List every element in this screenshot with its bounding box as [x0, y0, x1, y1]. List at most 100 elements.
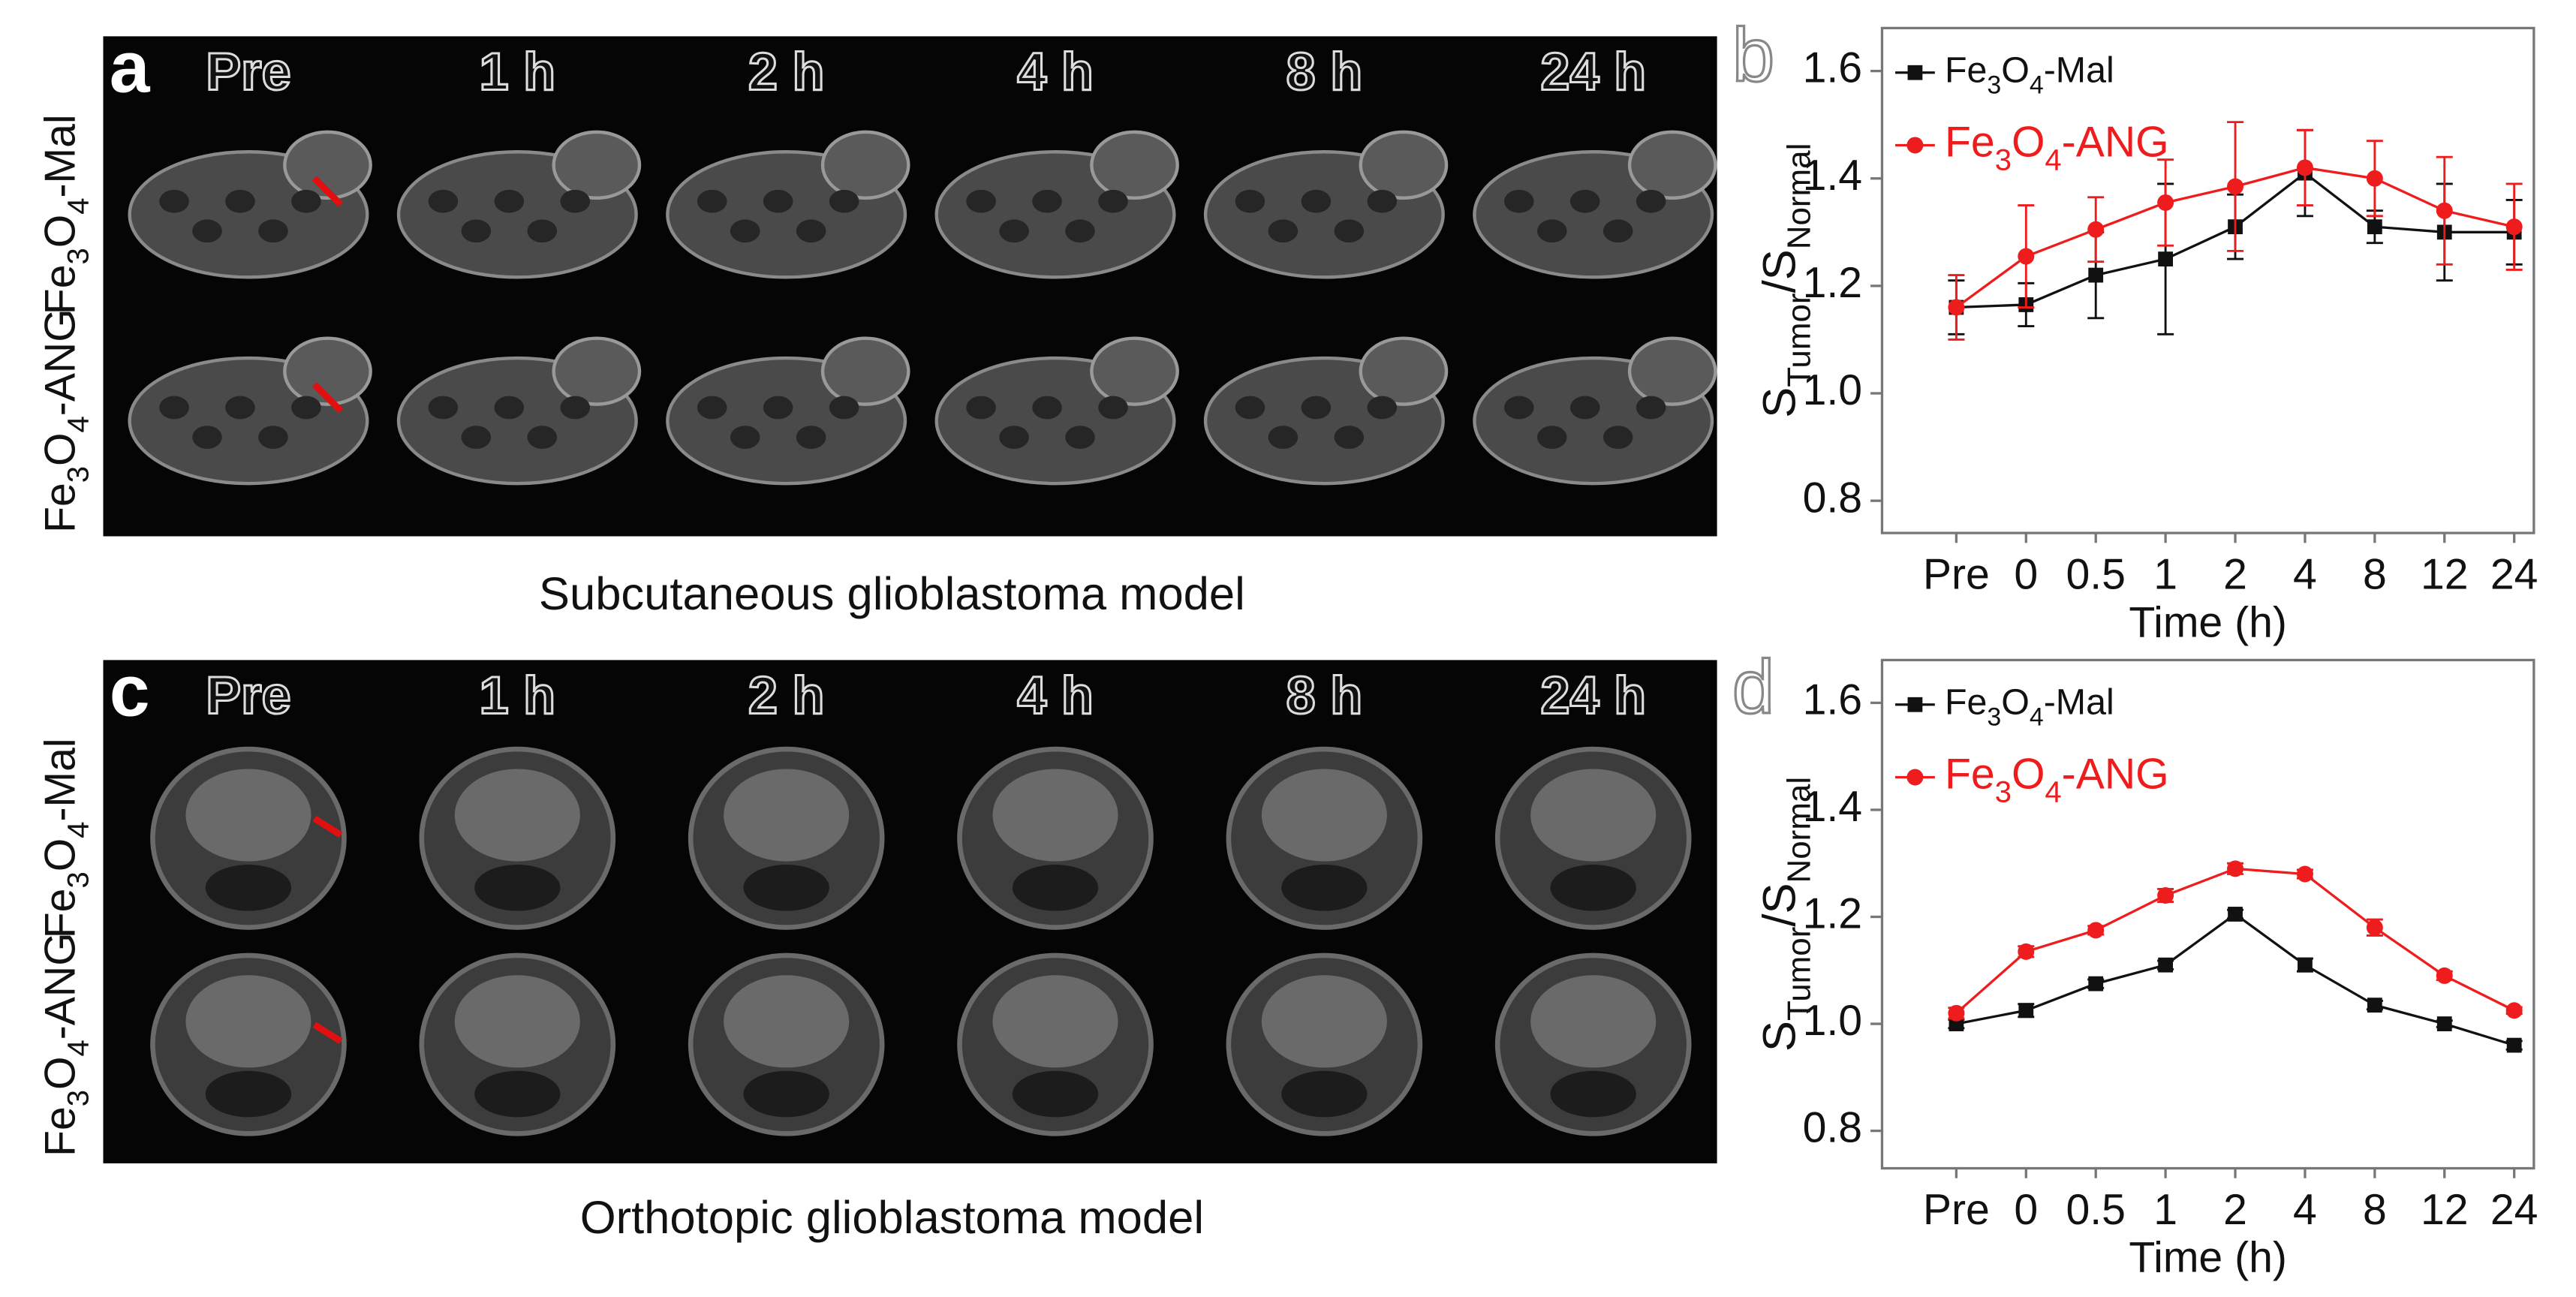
x-tick-label: 2 — [2223, 1186, 2247, 1234]
x-tick-label: 1 — [2153, 1186, 2177, 1234]
mri-tumor — [283, 130, 372, 200]
y-tick-label: 1.0 — [1803, 997, 1862, 1045]
marker — [2298, 957, 2313, 973]
mri-tumor — [552, 130, 642, 200]
marker — [2506, 1037, 2522, 1053]
mri-organ — [192, 219, 222, 243]
mri-jaw — [1012, 865, 1099, 911]
mri-tumor — [1090, 130, 1179, 200]
mri-panel — [103, 36, 1717, 537]
marker — [2436, 202, 2453, 219]
mri-organ — [1569, 189, 1600, 213]
y-tick-label: 0.8 — [1803, 1104, 1862, 1152]
mri-jaw — [474, 1070, 561, 1118]
mri-organ — [461, 426, 492, 449]
marker — [2018, 1003, 2034, 1019]
column-label: 24 h — [1540, 42, 1646, 101]
legend-marker — [1906, 137, 1924, 154]
y-tick-label: 1.4 — [1803, 783, 1862, 831]
mri-organ — [1098, 189, 1128, 213]
arrow — [311, 176, 344, 207]
y-tick-label: 1.0 — [1803, 366, 1862, 414]
row-label: Fe3O4-ANG — [37, 308, 95, 533]
mri-organ — [1334, 426, 1365, 449]
marker — [1948, 299, 1965, 316]
mri-tumor — [1627, 130, 1717, 200]
series-line — [1956, 912, 2515, 1047]
mri-organ — [763, 396, 793, 420]
mri-organ — [763, 189, 793, 213]
mri-organ — [730, 219, 760, 243]
mri-organ — [1334, 219, 1365, 243]
y-tick-label: 1.2 — [1803, 890, 1862, 938]
x-tick-label: 4 — [2293, 551, 2317, 599]
mri-tumor — [1627, 336, 1717, 406]
column-label: 1 h — [479, 666, 555, 725]
mri-brain — [1261, 975, 1387, 1068]
marker — [2436, 1016, 2452, 1031]
mri-organ — [1367, 396, 1398, 420]
mri-organ — [560, 189, 591, 213]
x-tick-label: 0.5 — [2066, 551, 2125, 599]
mri-organ — [1268, 426, 1299, 449]
mri-organ — [1602, 426, 1633, 449]
marker — [2505, 1002, 2523, 1019]
mri-tumor — [552, 336, 642, 406]
mri-panel — [103, 660, 1717, 1163]
mri-organ — [159, 189, 189, 213]
mri-brain — [1261, 769, 1387, 862]
column-label: Pre — [206, 666, 290, 725]
x-tick-label: 4 — [2293, 1186, 2317, 1234]
y-axis-label-part: Normal — [1781, 777, 1818, 883]
series-line — [1955, 867, 2515, 1015]
x-tick-label: 12 — [2421, 1186, 2469, 1234]
mri-organ — [428, 396, 459, 420]
mri-organ — [697, 396, 727, 420]
column-label: 8 h — [1286, 42, 1363, 101]
mri-organ — [159, 396, 189, 420]
mri-jaw — [1550, 1070, 1636, 1118]
mri-jaw — [205, 1070, 292, 1118]
mri-organ — [1032, 189, 1062, 213]
mri-organ — [527, 219, 558, 243]
x-tick-label: 2 — [2223, 551, 2247, 599]
marker — [2436, 967, 2453, 984]
marker — [2228, 907, 2243, 922]
mri-tumor — [820, 130, 910, 200]
x-tick-label: 24 — [2490, 1186, 2538, 1234]
column-label: Pre — [206, 42, 290, 101]
y-tick-label: 1.4 — [1803, 152, 1862, 200]
plot-frame — [1880, 26, 2535, 534]
x-tick-label: Pre — [1923, 551, 1990, 599]
y-axis-label-part: Tumor — [1781, 293, 1818, 387]
mri-organ — [225, 189, 255, 213]
mri-organ — [1569, 396, 1600, 420]
mri-tumor — [820, 336, 910, 406]
y-tick-label: 1.6 — [1803, 44, 1862, 92]
mri-brain — [724, 769, 850, 862]
mri-organ — [966, 189, 996, 213]
mri-organ — [461, 219, 492, 243]
y-tick-label: 1.2 — [1803, 259, 1862, 307]
mri-organ — [291, 396, 321, 420]
y-axis-label-part: /S — [1754, 883, 1806, 926]
mri-jaw — [205, 865, 292, 911]
mri-organ — [1235, 396, 1265, 420]
mri-organ — [1536, 219, 1567, 243]
x-tick-label: 24 — [2490, 551, 2538, 599]
mri-organ — [1636, 396, 1666, 420]
mri-organ — [1235, 189, 1265, 213]
mri-jaw — [1550, 865, 1636, 911]
mri-organ — [1301, 396, 1332, 420]
legend-marker — [1907, 697, 1923, 712]
row-label: Fe3O4-Mal — [37, 738, 95, 938]
mri-organ — [1268, 219, 1299, 243]
mri-organ — [697, 189, 727, 213]
mri-organ — [258, 219, 288, 243]
mri-jaw — [743, 865, 829, 911]
mri-organ — [1602, 219, 1633, 243]
column-label: 24 h — [1540, 666, 1646, 725]
panel-letter: d — [1732, 645, 1774, 730]
